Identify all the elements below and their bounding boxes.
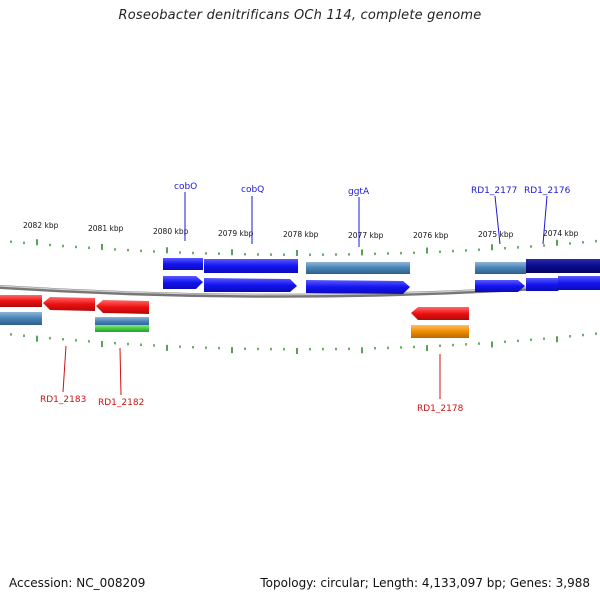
kbp-label: 2074 kbp (543, 229, 579, 238)
leader-line (119, 347, 122, 396)
leader-line (494, 195, 501, 245)
gene-label-RD1-2176[interactable]: RD1_2176 (524, 186, 571, 196)
cds-arrow-cobQ[interactable] (204, 278, 297, 292)
cds-arrow-cobO[interactable] (163, 276, 203, 289)
kbp-label: 2082 kbp (23, 221, 59, 230)
cds-arrow-RD1-2183[interactable] (43, 297, 95, 311)
map-title: Roseobacter denitrificans OCh 114, compl… (118, 8, 482, 23)
cds-arrow-RD1-2182[interactable] (96, 300, 149, 314)
leader-line (62, 345, 67, 393)
accession-text: Accession: NC_008209 (9, 576, 146, 590)
gene-feature-RD1-2182-rna[interactable] (95, 325, 149, 332)
cds-arrow-RD1-2178[interactable] (411, 307, 469, 320)
cds-arrow-right-edge[interactable] (558, 276, 600, 290)
gene-feature-cobQ[interactable] (204, 259, 298, 273)
gene-feature-RD1-2176[interactable] (526, 259, 600, 273)
genome-summary-text: Topology: circular; Length: 4,133,097 bp… (260, 576, 590, 590)
cds-arrow-left-edge[interactable] (0, 295, 42, 307)
kbp-label: 2081 kbp (88, 224, 124, 233)
gene-label-RD1-2182[interactable]: RD1_2182 (98, 398, 144, 408)
kbp-label: 2078 kbp (283, 230, 319, 239)
gene-feature-ggtA[interactable] (306, 262, 410, 274)
gene-feature-cobO[interactable] (163, 258, 203, 270)
gene-label-RD1-2177[interactable]: RD1_2177 (471, 186, 517, 196)
leader-line (542, 195, 548, 245)
cds-arrow-RD1-2176[interactable] (526, 278, 562, 291)
kbp-label: 2077 kbp (348, 231, 384, 240)
gene-feature-left-edge[interactable] (0, 312, 42, 325)
cds-arrow-RD1-2177[interactable] (475, 280, 525, 292)
gene-label-RD1-2178[interactable]: RD1_2178 (417, 404, 464, 414)
cds-arrow-ggtA[interactable] (306, 280, 410, 294)
gene-label-RD1-2183[interactable]: RD1_2183 (40, 395, 86, 405)
kbp-label: 2076 kbp (413, 231, 449, 240)
gene-feature-RD1-2182[interactable] (95, 317, 149, 326)
scale-ticks-top (10, 239, 597, 256)
kbp-label: 2075 kbp (478, 230, 514, 239)
kbp-label: 2079 kbp (218, 229, 254, 238)
gene-feature-RD1-2178[interactable] (411, 325, 469, 338)
gene-label-cobQ[interactable]: cobQ (241, 185, 264, 195)
gene-label-cobO[interactable]: cobO (174, 182, 197, 192)
scale-ticks-bottom (10, 332, 597, 354)
kbp-label: 2080 kbp (153, 227, 189, 236)
gene-label-ggtA[interactable]: ggtA (348, 187, 370, 197)
gene-feature-RD1-2177[interactable] (475, 262, 526, 274)
